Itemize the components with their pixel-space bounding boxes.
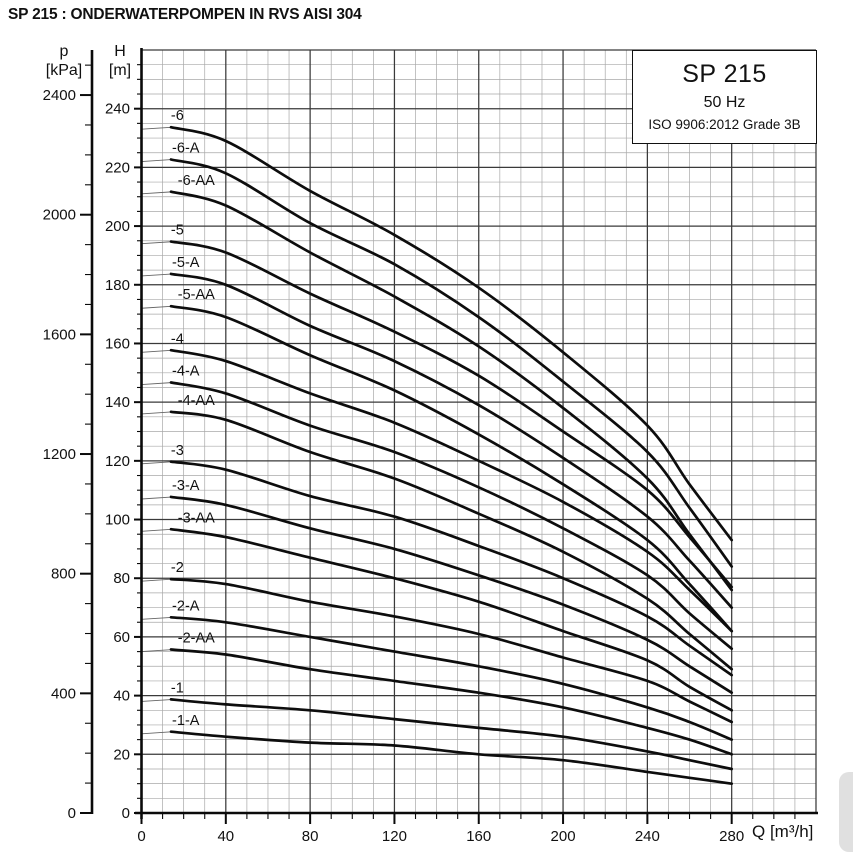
legend-standard: ISO 9906:2012 Grade 3B	[648, 117, 801, 132]
head-tick-label: 100	[105, 512, 130, 529]
pressure-tick-label: 400	[51, 685, 76, 702]
curve-label-2-AA: -2-AA	[178, 631, 215, 647]
curve-label-4: -4	[171, 331, 184, 347]
curve-label-6: -6	[171, 108, 184, 124]
head-tick-label: 180	[105, 277, 130, 294]
flow-tick-label: 120	[382, 828, 407, 845]
pump-curve-2-A	[169, 615, 734, 741]
curve-label-5-A: -5-A	[172, 255, 200, 271]
head-axis-title: H [m]	[97, 42, 143, 80]
curve-label-1-A: -1-A	[172, 713, 200, 729]
pump-curve-5-A	[169, 272, 734, 609]
curve-label-4-AA: -4-AA	[178, 393, 215, 409]
pump-curve-4-A	[169, 381, 734, 651]
pressure-axis-title: p [kPa]	[36, 42, 92, 80]
curve-label-2-A: -2-A	[172, 598, 200, 614]
head-tick-label: 200	[105, 218, 130, 235]
curve-leaders	[141, 126, 174, 735]
flow-tick-label: 240	[635, 828, 660, 845]
curve-label-4-A: -4-A	[172, 364, 200, 380]
curve-label-3: -3	[171, 443, 184, 459]
pressure-axis-unit: [kPa]	[45, 62, 83, 79]
pressure-tick-label: 1600	[43, 326, 76, 343]
head-tick-label: 120	[105, 453, 130, 470]
curve-label-1: -1	[171, 680, 184, 696]
head-tick-label: 220	[105, 159, 130, 176]
pump-curve-6-AA	[169, 190, 734, 592]
pump-curves	[169, 125, 734, 786]
flow-tick-label: 280	[719, 828, 744, 845]
head-tick-label: 160	[105, 335, 130, 352]
pressure-tick-label: 0	[68, 805, 76, 822]
pressure-axis-symbol: p	[59, 43, 69, 60]
head-tick-label: 80	[113, 570, 130, 587]
curve-labels: -6 -6-A -6-AA -5 -5-A -5-AA -4 -4-A -4-AA -3 -3-A -…	[171, 108, 215, 729]
pump-curve-5	[169, 240, 734, 589]
ticks	[80, 64, 796, 824]
pump-curve-3	[169, 460, 734, 677]
head-tick-label: 0	[122, 805, 130, 822]
flow-tick-label: 160	[466, 828, 491, 845]
pump-curve-5-AA	[169, 304, 734, 633]
pressure-tick-label: 800	[51, 566, 76, 583]
pressure-tick-label: 2000	[43, 207, 76, 224]
curve-label-5-AA: -5-AA	[178, 287, 215, 303]
legend-model: SP 215	[682, 60, 767, 88]
head-tick-label: 240	[105, 101, 130, 118]
tick-labels: 0204060801001201401601802002202400400800…	[43, 87, 745, 845]
curve-label-2: -2	[171, 560, 184, 576]
pump-curve-4-AA	[169, 410, 734, 671]
curve-label-6-AA: -6-AA	[178, 173, 215, 189]
axes	[90, 48, 818, 819]
pump-curve-4	[169, 348, 734, 633]
head-axis-unit: [m]	[108, 62, 132, 79]
pump-curve-3-A	[169, 495, 734, 695]
pump-curve-6	[169, 125, 734, 542]
legend-frequency: 50 Hz	[703, 94, 746, 111]
flow-tick-label: 80	[302, 828, 319, 845]
flow-axis-title: Q [m³/h]	[752, 822, 814, 841]
pressure-tick-label: 2400	[43, 87, 76, 104]
head-tick-label: 40	[113, 688, 130, 705]
pump-curve-1	[169, 698, 734, 771]
pump-curve-6-A	[169, 158, 734, 568]
curve-label-3-A: -3-A	[172, 478, 200, 494]
legend-box: SP 215 50 Hz ISO 9906:2012 Grade 3B	[632, 50, 817, 144]
pump-curve-1-A	[169, 730, 734, 786]
flow-tick-label: 40	[217, 828, 234, 845]
head-tick-label: 60	[113, 629, 130, 646]
pump-curve-2-AA	[169, 648, 734, 756]
page-title: SP 215 : ONDERWATERPOMPEN IN RVS AISI 30…	[8, 6, 362, 23]
pump-curve-2	[169, 577, 734, 724]
scan-artifact	[839, 772, 853, 852]
pump-curve-3-AA	[169, 527, 734, 712]
head-axis-symbol: H	[114, 43, 126, 60]
flow-tick-label: 0	[137, 828, 145, 845]
curve-label-6-A: -6-A	[172, 141, 200, 157]
head-tick-label: 140	[105, 394, 130, 411]
pressure-tick-label: 1200	[43, 446, 76, 463]
curve-label-5: -5	[171, 223, 184, 239]
head-tick-label: 20	[113, 746, 130, 763]
curve-label-3-AA: -3-AA	[178, 510, 215, 526]
flow-tick-label: 200	[551, 828, 576, 845]
